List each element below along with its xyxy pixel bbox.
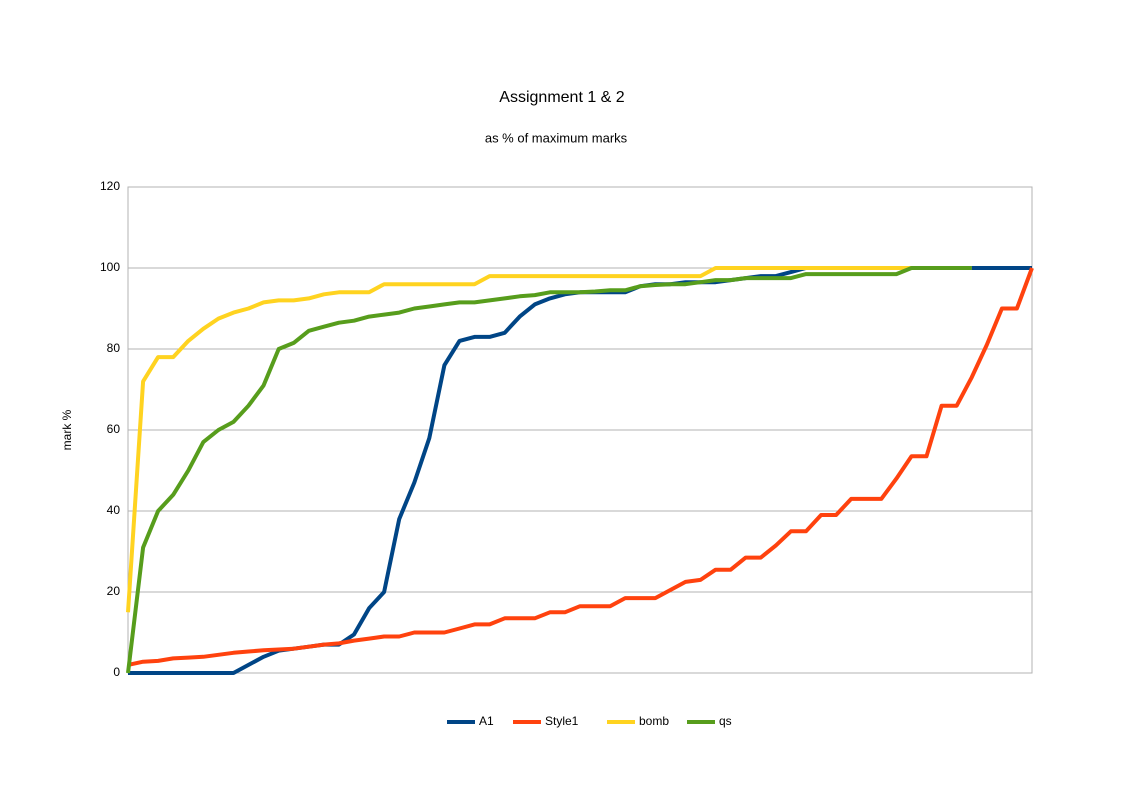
y-tick-label: 80	[107, 341, 121, 355]
line-series	[126, 266, 972, 613]
y-tick-label: 60	[107, 422, 121, 436]
legend-label: bomb	[639, 714, 669, 728]
legend-label: Style1	[545, 714, 579, 728]
plot-frame	[127, 186, 1033, 674]
line-series	[127, 267, 1034, 667]
line-series	[126, 266, 972, 674]
y-tick-label: 100	[100, 260, 120, 274]
y-tick-label: 40	[107, 503, 121, 517]
y-tick-label: 20	[107, 584, 121, 598]
y-tick-label: 0	[113, 665, 120, 679]
legend-label: qs	[719, 714, 732, 728]
y-axis-label: mark %	[60, 409, 74, 450]
y-tick-label: 120	[100, 179, 120, 193]
legend-label: A1	[479, 714, 494, 728]
chart-subtitle: as % of maximum marks	[485, 130, 628, 145]
chart-title: Assignment 1 & 2	[499, 89, 625, 106]
line-series	[128, 266, 1032, 675]
